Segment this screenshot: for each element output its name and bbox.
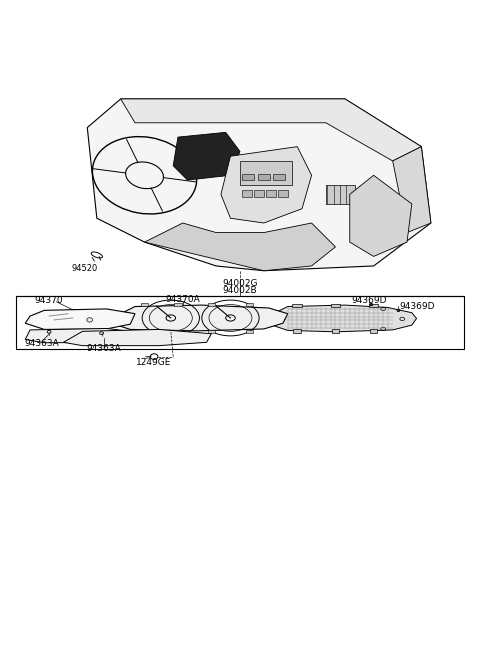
Polygon shape — [120, 99, 421, 161]
Bar — [331, 304, 340, 308]
Text: 94363A: 94363A — [86, 344, 121, 352]
Bar — [246, 331, 253, 333]
Ellipse shape — [397, 309, 400, 312]
Text: 94370A: 94370A — [165, 295, 200, 304]
Bar — [332, 329, 339, 333]
Bar — [266, 190, 276, 197]
Text: 94369D: 94369D — [400, 302, 435, 310]
Polygon shape — [393, 147, 431, 233]
Bar — [141, 331, 148, 333]
Polygon shape — [25, 329, 135, 343]
Text: 94520: 94520 — [72, 264, 98, 273]
Bar — [174, 331, 182, 333]
Text: 94363A: 94363A — [24, 338, 60, 348]
Bar — [240, 161, 292, 185]
Bar — [141, 302, 148, 306]
Bar — [16, 296, 464, 350]
Polygon shape — [350, 175, 412, 256]
Polygon shape — [111, 305, 288, 331]
Bar — [242, 190, 252, 197]
Text: 94370: 94370 — [35, 296, 63, 305]
Bar — [273, 174, 285, 180]
Bar — [369, 304, 378, 308]
Text: 94369D: 94369D — [351, 296, 386, 305]
Polygon shape — [63, 329, 211, 346]
Bar — [207, 302, 215, 306]
Text: 94002G: 94002G — [222, 279, 258, 288]
Bar — [207, 331, 215, 333]
Bar — [258, 174, 270, 180]
Bar — [292, 304, 302, 308]
Bar — [254, 190, 264, 197]
Text: 94002B: 94002B — [223, 286, 257, 295]
Bar — [370, 329, 377, 333]
Polygon shape — [221, 147, 312, 223]
Bar — [278, 190, 288, 197]
Bar — [326, 185, 355, 204]
Bar — [242, 174, 254, 180]
Bar — [174, 302, 182, 306]
Text: 1249GE: 1249GE — [136, 358, 172, 367]
Polygon shape — [144, 223, 336, 271]
Polygon shape — [87, 99, 431, 271]
Ellipse shape — [370, 304, 372, 306]
Polygon shape — [173, 133, 240, 180]
Bar — [293, 329, 301, 333]
Polygon shape — [269, 305, 417, 332]
Bar — [246, 302, 253, 306]
Polygon shape — [25, 309, 135, 329]
